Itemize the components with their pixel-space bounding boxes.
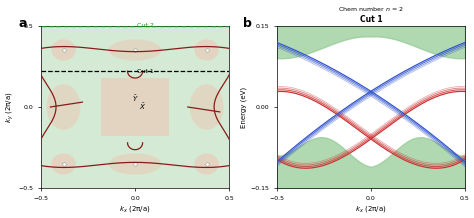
Text: Cut 1: Cut 1 — [360, 15, 382, 24]
Text: Chern number $n$ = 2: Chern number $n$ = 2 — [338, 5, 404, 13]
Text: Cut 1: Cut 1 — [137, 69, 154, 74]
Text: Cut 2: Cut 2 — [137, 23, 154, 28]
X-axis label: $k_x$ (2π/a): $k_x$ (2π/a) — [119, 204, 151, 214]
Ellipse shape — [194, 153, 219, 175]
Text: $\bar{X}$: $\bar{X}$ — [139, 102, 146, 112]
Ellipse shape — [109, 153, 162, 175]
Text: a: a — [18, 17, 27, 31]
Ellipse shape — [46, 84, 81, 130]
Text: b: b — [243, 17, 252, 31]
Ellipse shape — [194, 39, 219, 61]
Polygon shape — [101, 78, 169, 136]
Ellipse shape — [190, 84, 224, 130]
Ellipse shape — [51, 153, 76, 175]
Ellipse shape — [51, 39, 76, 61]
X-axis label: $k_x$ (2π/a): $k_x$ (2π/a) — [355, 204, 387, 214]
Y-axis label: $k_y$ (2π/a): $k_y$ (2π/a) — [4, 91, 16, 123]
Text: $\bar{Y}$: $\bar{Y}$ — [132, 93, 138, 104]
Ellipse shape — [109, 39, 162, 61]
Y-axis label: Energy (eV): Energy (eV) — [241, 87, 247, 128]
